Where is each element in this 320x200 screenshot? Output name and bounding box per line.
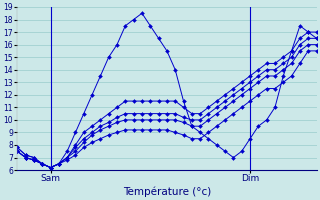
- X-axis label: Température (°c): Température (°c): [123, 186, 211, 197]
